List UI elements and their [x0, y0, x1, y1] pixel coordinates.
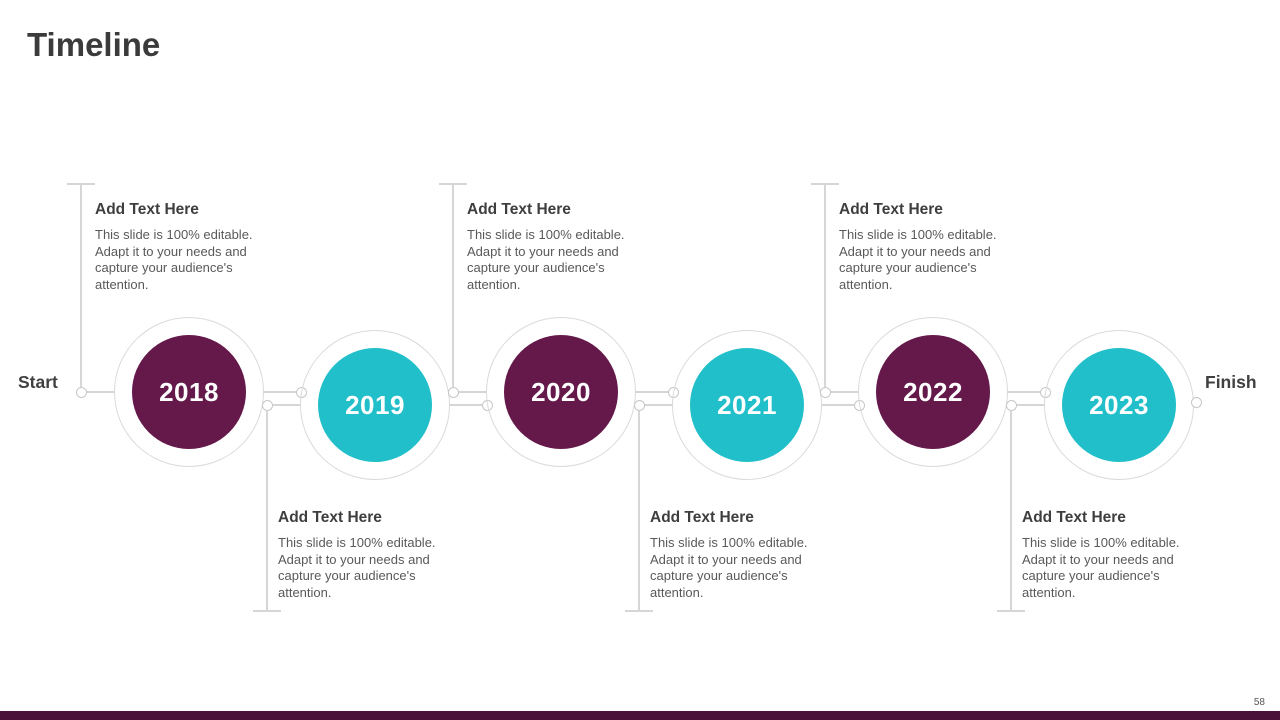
leader-tick: [625, 610, 653, 612]
text-block: Add Text Here This slide is 100% editable…: [1022, 509, 1190, 601]
connector-node: [633, 399, 645, 411]
year-circle: 2021: [690, 348, 804, 462]
text-block-body: This slide is 100% editable. Adapt it to…: [1022, 535, 1180, 600]
text-block: Add Text Here This slide is 100% editable…: [839, 201, 1007, 293]
year-circle: 2022: [876, 335, 990, 449]
text-block: Add Text Here This slide is 100% editable…: [278, 509, 446, 601]
year-label: 2020: [531, 376, 591, 407]
connector-line: [635, 391, 673, 393]
leader-tick: [253, 610, 281, 612]
start-label: Start: [18, 372, 58, 392]
text-block-body: This slide is 100% editable. Adapt it to…: [95, 227, 253, 292]
year-circle: 2018: [132, 335, 246, 449]
connector-line: [825, 391, 859, 393]
text-block-body: This slide is 100% editable. Adapt it to…: [278, 535, 436, 600]
year-label: 2019: [345, 389, 405, 420]
text-block: Add Text Here This slide is 100% editable…: [650, 509, 818, 601]
connector-line: [1011, 404, 1045, 406]
connector-line: [1007, 391, 1045, 393]
text-block: Add Text Here This slide is 100% editable…: [95, 201, 263, 293]
footer-bar: [0, 711, 1280, 720]
page-title: Timeline: [27, 26, 161, 63]
text-block-body: This slide is 100% editable. Adapt it to…: [467, 227, 625, 292]
text-block-heading: Add Text Here: [839, 201, 943, 218]
year-label: 2023: [1089, 389, 1149, 420]
connector-line: [639, 404, 673, 406]
leader-line: [638, 410, 640, 610]
connector-line: [81, 391, 115, 393]
connector-line: [267, 404, 301, 406]
text-block-heading: Add Text Here: [467, 201, 571, 218]
year-label: 2021: [717, 389, 777, 420]
text-block-heading: Add Text Here: [95, 201, 199, 218]
text-block-heading: Add Text Here: [1022, 509, 1126, 526]
year-circle: 2020: [504, 335, 618, 449]
leader-tick: [997, 610, 1025, 612]
year-circle: 2023: [1062, 348, 1176, 462]
text-block-heading: Add Text Here: [650, 509, 754, 526]
connector-line: [263, 391, 301, 393]
leader-line: [1010, 410, 1012, 610]
leader-line: [80, 184, 82, 387]
year-label: 2022: [903, 376, 963, 407]
connector-line: [821, 404, 859, 406]
connector-node: [261, 399, 273, 411]
text-block-heading: Add Text Here: [278, 509, 382, 526]
connector-node: [75, 386, 87, 398]
connector-node: [1005, 399, 1017, 411]
leader-line: [266, 410, 268, 610]
connector-line: [453, 391, 487, 393]
page-number: 58: [1253, 697, 1265, 708]
year-circle: 2019: [318, 348, 432, 462]
connector-node: [447, 386, 459, 398]
connector-line: [449, 404, 487, 406]
text-block-body: This slide is 100% editable. Adapt it to…: [839, 227, 997, 292]
leader-tick: [811, 183, 839, 185]
text-block: Add Text Here This slide is 100% editable…: [467, 201, 635, 293]
finish-label: Finish: [1205, 372, 1257, 392]
leader-line: [452, 184, 454, 387]
leader-tick: [67, 183, 95, 185]
connector-node: [819, 386, 831, 398]
connector-node: [1190, 396, 1202, 408]
year-label: 2018: [159, 376, 219, 407]
leader-line: [824, 184, 826, 387]
leader-tick: [439, 183, 467, 185]
text-block-body: This slide is 100% editable. Adapt it to…: [650, 535, 808, 600]
